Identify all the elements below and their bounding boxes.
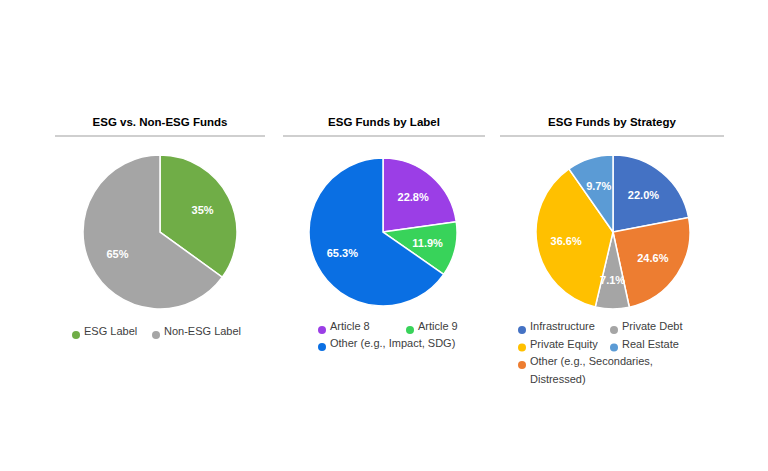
legend: Article 8 Article 9 Other (e.g., Impact, S… [318, 320, 458, 351]
title-underline [500, 135, 724, 137]
data-label: 24.6% [637, 252, 668, 264]
pie [536, 155, 690, 309]
legend-swatch [518, 326, 526, 334]
pie-slice [83, 155, 222, 309]
data-label: 65% [106, 248, 128, 260]
data-labels: 22.0% 24.6% 7.1% 36.6% 9.7% [551, 180, 669, 285]
legend-label: Real Estate [622, 338, 679, 350]
data-label: 7.1% [600, 274, 625, 286]
legend-swatch [610, 326, 618, 334]
pie [83, 155, 237, 309]
pie-slice [383, 158, 456, 232]
data-label: 36.6% [551, 235, 582, 247]
legend-swatch [406, 326, 414, 334]
legend-item: Article 9 [406, 320, 458, 334]
legend-swatch [152, 331, 160, 339]
chart-title: ESG Funds by Label [328, 116, 440, 128]
data-label: 65.3% [327, 247, 358, 259]
legend-item: Article 8 [318, 320, 370, 334]
pie-chart: ESG Funds by Strategy 22.0% 24.6% 7.1% 36.6%… [500, 116, 724, 385]
legend-swatch [518, 361, 526, 369]
legend-label: Non-ESG Label [164, 325, 241, 337]
legend-label: Other (e.g., Impact, SDG) [330, 337, 455, 349]
legend-label: Infrastructure [530, 320, 595, 332]
legend-item: Non-ESG Label [152, 325, 241, 339]
legend-label: ESG Label [84, 325, 137, 337]
pie-chart: ESG Funds by Label 22.8% 11.9% 65.3% Article… [283, 116, 485, 351]
legend-label: Private Debt [622, 320, 683, 332]
legend-swatch [72, 331, 80, 339]
data-label: 22.8% [398, 191, 429, 203]
data-label: 9.7% [586, 180, 611, 192]
pie-slice [569, 155, 613, 232]
legend-label: Article 8 [330, 320, 370, 332]
data-label: 11.9% [412, 237, 443, 249]
pie-slice [536, 169, 613, 307]
legend-item: ESG Label [72, 325, 137, 339]
pie-chart: ESG vs. Non-ESG Funds 35% 65% ESG Label Non-… [55, 116, 265, 339]
chart-title: ESG Funds by Strategy [548, 116, 676, 128]
legend-item: Private Debt [610, 320, 683, 334]
chart-title: ESG vs. Non-ESG Funds [93, 116, 228, 128]
data-labels: 22.8% 11.9% 65.3% [327, 191, 443, 259]
data-labels: 35% 65% [106, 204, 213, 259]
chart-canvas: ESG vs. Non-ESG Funds 35% 65% ESG Label Non-… [0, 0, 768, 471]
legend-item: Other (e.g., Secondaries,Distressed) [518, 355, 653, 385]
legend-label: Private Equity [530, 338, 598, 350]
title-underline [55, 135, 265, 137]
data-label: 35% [192, 204, 214, 216]
legend: ESG Label Non-ESG Label [72, 325, 241, 339]
legend-item: Other (e.g., Impact, SDG) [318, 337, 455, 351]
legend-label: Other (e.g., Secondaries,Distressed) [530, 355, 653, 385]
legend-swatch [318, 326, 326, 334]
legend-label: Article 9 [418, 320, 458, 332]
legend-swatch [318, 343, 326, 351]
legend-item: Infrastructure [518, 320, 595, 334]
data-label: 22.0% [628, 189, 659, 201]
legend-item: Real Estate [610, 338, 679, 352]
legend: Infrastructure Private Debt Private Equity… [518, 320, 683, 385]
pie [309, 158, 457, 306]
legend-swatch [610, 344, 618, 352]
legend-item: Private Equity [518, 338, 598, 352]
legend-swatch [518, 344, 526, 352]
pie-slice [309, 158, 444, 306]
title-underline [283, 135, 485, 137]
